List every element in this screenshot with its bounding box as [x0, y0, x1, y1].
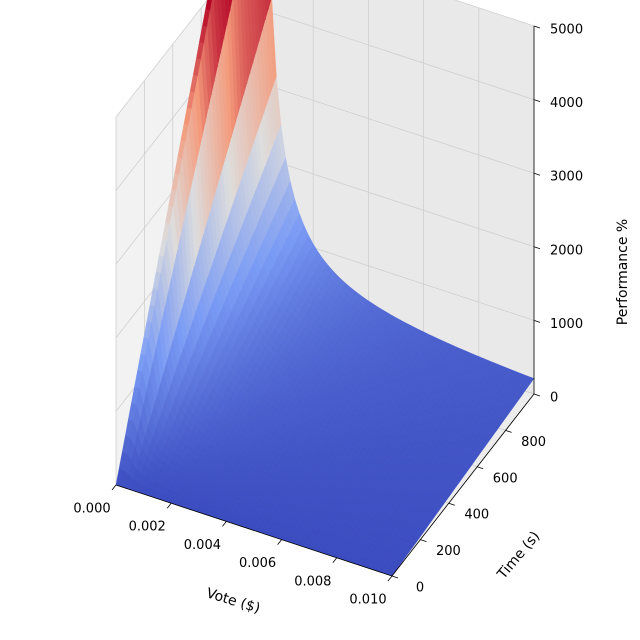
y-tick-mark	[505, 430, 512, 433]
z-grid-line-back	[257, 155, 535, 248]
x-tick-label: 0.000	[73, 502, 110, 517]
z-tick-mark	[533, 393, 541, 397]
z-grid-line-back	[453, 0, 535, 27]
x-tick-mark	[277, 539, 282, 545]
x-tick-mark	[332, 557, 338, 564]
z-tick-label: 0	[550, 391, 558, 406]
y-axis-title: Time (s)	[494, 528, 543, 583]
z-tick-label: 4000	[550, 96, 583, 111]
x-tick-label: 0.006	[239, 556, 276, 571]
x-tick-label: 0.008	[294, 574, 331, 589]
x-tick-mark	[222, 521, 227, 527]
performance-surface	[115, 0, 535, 577]
z-tick-label: 2000	[550, 243, 583, 258]
z-tick-label: 5000	[550, 23, 583, 38]
z-grid-line-back	[257, 8, 535, 100]
y-tick-label: 0	[416, 581, 424, 596]
axis-lines	[115, 26, 535, 577]
y-tick-label: 800	[521, 435, 546, 450]
x-tick-label: 0.010	[349, 593, 386, 608]
x-tick-mark	[111, 484, 117, 491]
surface-patch	[228, 0, 233, 11]
z-tick-label: 3000	[550, 170, 583, 185]
z-tick-mark	[533, 320, 541, 323]
y-axis-line	[391, 393, 535, 577]
y-tick-mark	[391, 575, 399, 579]
y-tick-label: 200	[436, 544, 461, 559]
z-grid-line-back	[257, 81, 535, 174]
y-tick-label: 600	[493, 471, 518, 486]
z-tick-mark	[533, 99, 541, 102]
x-tick-label: 0.004	[184, 538, 221, 553]
y-tick-mark	[420, 539, 427, 542]
y-tick-mark	[477, 466, 484, 470]
z-grid-line-left	[115, 0, 208, 118]
z-tick-label: 1000	[550, 317, 583, 332]
tick-labels: 0.000 0.002 0.004 0.006 0.008 0.010 0 200 400 600…	[73, 23, 583, 608]
x-tick-label: 0.002	[129, 520, 166, 535]
y-tick-mark	[448, 502, 455, 506]
x-axis-line	[115, 484, 393, 577]
x-tick-mark	[166, 502, 172, 509]
x-axis-title: Vote ($)	[204, 585, 262, 617]
x-tick-mark	[387, 575, 393, 582]
z-tick-mark	[533, 246, 541, 250]
y-tick-label: 400	[464, 508, 489, 523]
z-axis-title: Performance %	[615, 219, 631, 325]
z-tick-mark	[533, 172, 541, 176]
z-tick-mark	[533, 25, 541, 29]
